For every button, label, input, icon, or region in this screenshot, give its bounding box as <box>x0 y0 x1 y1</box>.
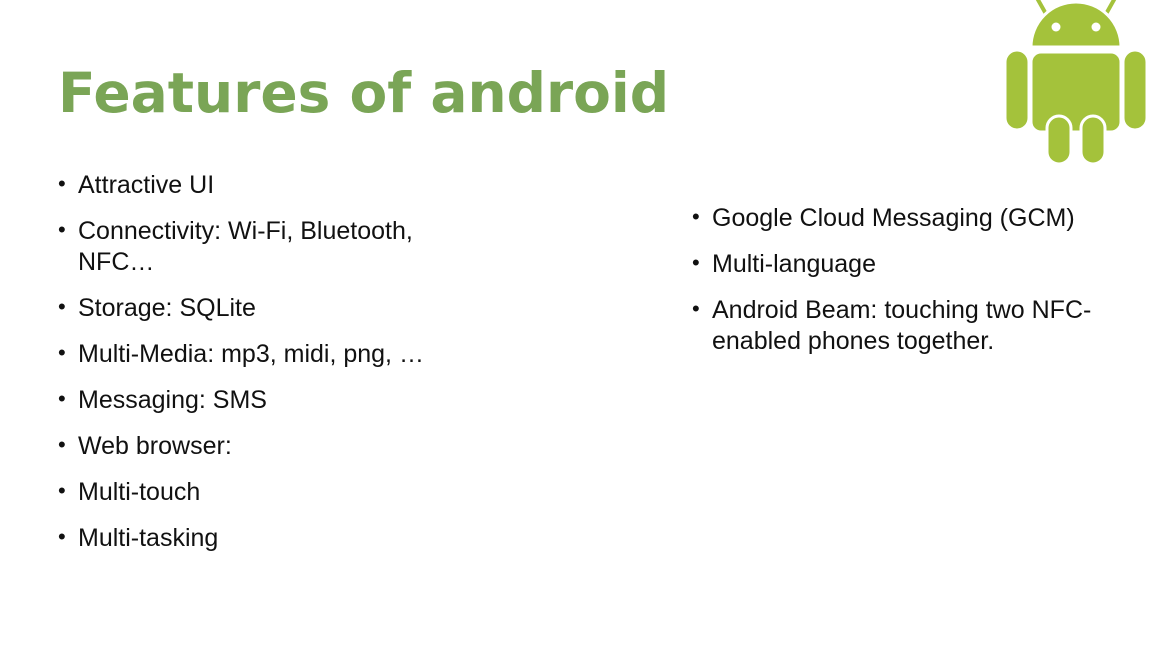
feature-list-right: Google Cloud Messaging (GCM) Multi-langu… <box>692 201 1132 372</box>
list-item: Messaging: SMS <box>58 383 478 416</box>
list-item: Web browser: <box>58 429 478 462</box>
list-item: Multi-language <box>692 247 1132 280</box>
list-item: Multi-Media: mp3, midi, png, … <box>58 337 478 370</box>
list-item: Attractive UI <box>58 168 478 201</box>
list-item: Google Cloud Messaging (GCM) <box>692 201 1132 234</box>
list-item: Storage: SQLite <box>58 291 478 324</box>
feature-list-left: Attractive UI Connectivity: Wi-Fi, Bluet… <box>58 168 478 569</box>
slide-title: Features of android <box>58 61 670 125</box>
list-item: Connectivity: Wi-Fi, Bluetooth, NFC… <box>58 214 478 278</box>
list-item: Multi-tasking <box>58 521 478 554</box>
android-robot-icon <box>1003 0 1149 165</box>
list-item: Multi-touch <box>58 475 478 508</box>
list-item: Android Beam: touching two NFC-enabled p… <box>692 293 1132 357</box>
